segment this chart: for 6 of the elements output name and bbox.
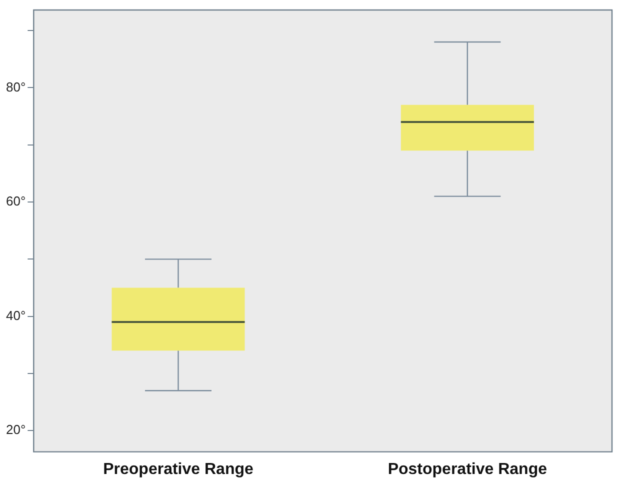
y-tick-label: 40°: [6, 308, 26, 323]
x-tick-label: Postoperative Range: [388, 460, 548, 478]
x-tick-label: Preoperative Range: [103, 460, 254, 478]
y-tick-label: 20°: [6, 422, 26, 438]
y-tick-label: 60°: [6, 194, 26, 209]
y-tick-label: 80°: [6, 79, 26, 94]
